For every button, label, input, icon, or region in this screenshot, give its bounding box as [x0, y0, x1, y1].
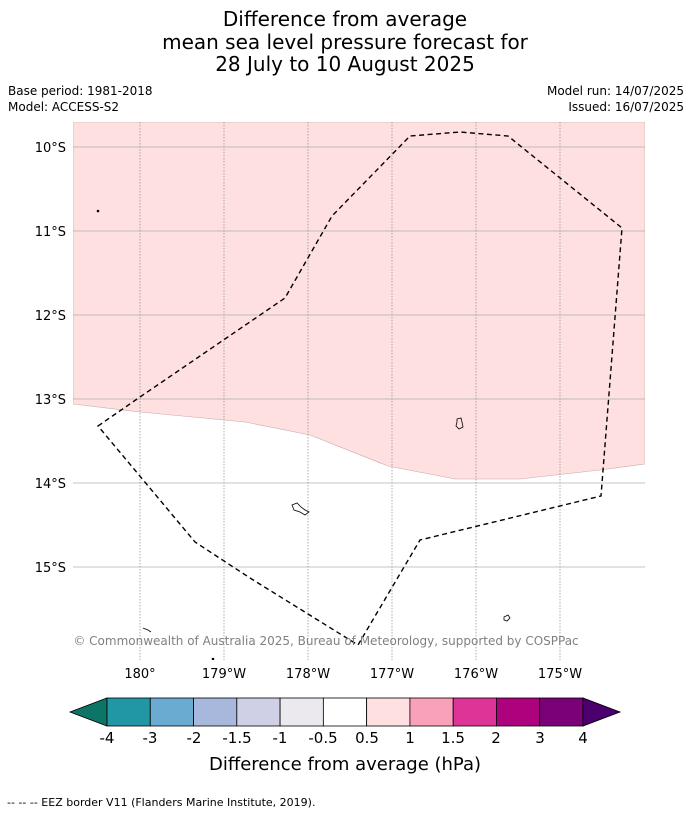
lat-label: 10°S	[35, 141, 66, 156]
colorbar-tick: 1.5	[441, 729, 465, 747]
island-south	[211, 657, 215, 660]
latitude-labels: 10°S 11°S 12°S 13°S 14°S 15°S	[35, 141, 66, 576]
model-name: Model: ACCESS-S2	[8, 100, 120, 114]
latitude-gridlines	[73, 146, 645, 568]
islands	[96, 209, 511, 660]
meta-left: Base period: 1981-2018 Model: ACCESS-S2	[8, 83, 153, 115]
colorbar-tick: 2	[491, 729, 501, 747]
lat-label: 12°S	[35, 309, 66, 324]
island-small-east	[503, 614, 511, 622]
lon-label: 177°W	[370, 667, 414, 682]
meta-right: Model run: 14/07/2025 Issued: 16/07/2025	[547, 83, 684, 115]
title-line-2: mean sea level pressure forecast for	[162, 29, 528, 54]
colorbar-tick: 3	[535, 729, 545, 747]
colorbar-swatch	[236, 697, 281, 727]
lat-label: 14°S	[35, 477, 66, 492]
map-area: © Commonwealth of Australia 2025, Bureau…	[73, 122, 645, 660]
colorbar-swatch	[193, 697, 238, 727]
lat-label: 13°S	[35, 393, 66, 408]
colorbar-swatch	[452, 697, 497, 727]
colorbar-swatch	[496, 697, 541, 727]
colorbar-swatch	[106, 697, 151, 727]
lat-label: 11°S	[35, 225, 66, 240]
lon-label: 180°	[124, 667, 155, 682]
lon-label: 179°W	[202, 667, 246, 682]
issued-date: Issued: 16/07/2025	[568, 100, 684, 114]
base-period: Base period: 1981-2018	[8, 84, 153, 98]
copyright-notice: © Commonwealth of Australia 2025, Bureau…	[73, 634, 578, 648]
colorbar-swatch	[322, 697, 368, 727]
colorbar-extend-low	[68, 697, 108, 727]
colorbar-tick: 0.5	[355, 729, 379, 747]
island-dot	[96, 209, 100, 213]
colorbar-label: Difference from average (hPa)	[209, 754, 481, 775]
island-swains	[455, 417, 464, 430]
longitude-gridlines	[139, 122, 561, 660]
colorbar-swatch	[149, 697, 194, 727]
colorbar-tick: -1.5	[222, 729, 251, 747]
lat-label: 15°S	[35, 561, 66, 576]
eez-footnote: -- -- -- EEZ border V11 (Flanders Marine…	[7, 796, 316, 809]
longitude-labels: 180° 179°W 178°W 177°W 176°W 175°W	[124, 667, 582, 682]
title-line-3: 28 July to 10 August 2025	[215, 52, 475, 76]
colorbar-tick: -0.5	[308, 729, 337, 747]
lon-label: 175°W	[538, 667, 582, 682]
lon-label: 176°W	[454, 667, 498, 682]
colorbar-tick: 4	[578, 729, 588, 747]
title-line-1: Difference from average	[222, 7, 468, 31]
map-title: Difference from average mean sea level p…	[0, 8, 690, 76]
colorbar-tick-labels: -4 -3 -2 -1.5 -1 -0.5 0.5 1 1.5 2 3 4	[100, 729, 588, 747]
island-wallis	[291, 502, 310, 516]
colorbar-swatch	[366, 697, 411, 727]
colorbar-tick: -2	[187, 729, 202, 747]
lon-label: 178°W	[286, 667, 330, 682]
colorbar	[68, 697, 622, 727]
map-figure: © Commonwealth of Australia 2025, Bureau…	[35, 122, 645, 775]
eez-border	[96, 131, 623, 646]
colorbar-tick: 1	[405, 729, 415, 747]
model-run: Model run: 14/07/2025	[546, 84, 684, 98]
colorbar-tick: -4	[100, 729, 115, 747]
colorbar-swatch	[279, 697, 324, 727]
colorbar-tick: -1	[273, 729, 288, 747]
colorbar-swatch	[539, 697, 584, 727]
colorbar-tick: -3	[143, 729, 158, 747]
colorbar-extend-high	[582, 697, 622, 727]
colorbar-swatch	[409, 697, 454, 727]
island-futuna	[142, 627, 152, 633]
pressure-anomaly-region	[73, 122, 645, 480]
